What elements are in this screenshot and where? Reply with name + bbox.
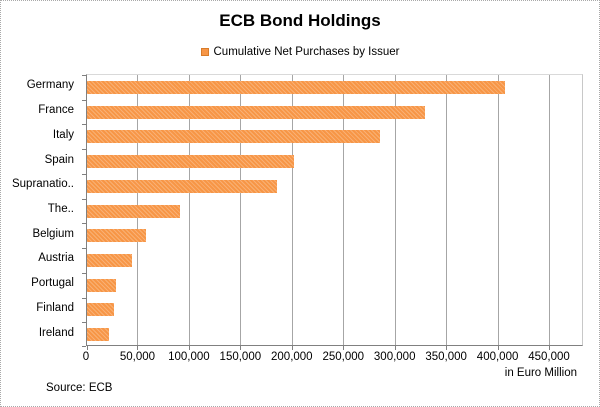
category-label: Spain — [44, 153, 74, 166]
y-axis-tick — [82, 198, 86, 200]
legend-label: Cumulative Net Purchases by Issuer — [213, 46, 400, 58]
gridline — [188, 75, 190, 345]
category-label: Portugal — [31, 277, 74, 290]
chart-title: ECB Bond Holdings — [219, 11, 381, 30]
x-axis-tick — [240, 346, 242, 350]
x-axis-tick — [87, 346, 88, 350]
x-tick-label: 150,000 — [219, 351, 262, 363]
category-label: Germany — [26, 79, 74, 92]
legend: Cumulative Net Purchases by Issuer — [1, 46, 599, 58]
x-tick-label: 400,000 — [476, 351, 519, 363]
bar — [87, 278, 117, 292]
bar — [87, 303, 114, 317]
bar — [87, 253, 133, 267]
y-axis-tick — [82, 99, 86, 101]
bar — [87, 155, 294, 169]
bar — [87, 229, 146, 243]
legend-swatch-icon — [200, 48, 209, 56]
y-axis-tick — [82, 124, 86, 126]
x-tick-label: 350,000 — [425, 351, 467, 363]
x-axis-tick — [549, 346, 551, 350]
x-tick-label: 250,000 — [322, 351, 365, 363]
y-axis-tick — [82, 75, 86, 76]
gridline — [497, 75, 499, 345]
bar — [87, 204, 180, 218]
y-axis-tick — [82, 297, 86, 299]
category-label: Supranatio.. — [11, 178, 74, 191]
x-axis-tick — [446, 346, 448, 350]
y-axis-tick — [82, 149, 86, 151]
x-axis-tick — [291, 346, 293, 350]
x-axis-tick — [137, 346, 139, 350]
y-axis-tick — [82, 248, 86, 250]
y-axis-tick — [82, 223, 86, 225]
axis-units-label: in Euro Million — [504, 367, 577, 379]
category-axis-labels: Germany France Italy Spain Supranatio.. The..… — [1, 74, 80, 346]
category-label: The.. — [47, 203, 74, 215]
x-tick-label: 50,000 — [119, 351, 156, 363]
gridline — [240, 75, 242, 345]
category-label: Austria — [38, 252, 74, 265]
x-tick-label: 450,000 — [528, 351, 570, 363]
x-tick-label: 300,000 — [373, 351, 416, 363]
bar — [87, 179, 278, 193]
x-axis-tick — [188, 346, 190, 350]
gridline — [343, 75, 345, 345]
category-label: Ireland — [38, 326, 74, 339]
gridline — [291, 75, 293, 345]
bar — [87, 130, 381, 144]
gridline — [446, 75, 448, 345]
value-axis-labels: 0 50,000 100,000 150,000 200,000 250,000 300,0… — [1, 351, 599, 365]
bar — [87, 328, 110, 342]
plot-area — [82, 74, 583, 350]
y-axis-tick — [82, 346, 86, 347]
y-axis-tick — [82, 173, 86, 175]
y-axis-tick — [82, 272, 86, 274]
x-axis-tick — [394, 346, 396, 350]
x-axis-tick — [343, 346, 345, 350]
x-tick-label: 0 — [82, 351, 90, 363]
gridline — [394, 75, 396, 345]
x-tick-label: 100,000 — [168, 351, 210, 363]
category-label: Belgium — [32, 227, 74, 240]
gridline — [549, 75, 551, 345]
bar — [87, 80, 505, 94]
category-label: Finland — [36, 301, 74, 314]
category-label: France — [38, 104, 74, 117]
y-axis-tick — [82, 322, 86, 324]
source-label: Source: ECB — [46, 382, 113, 394]
bar — [87, 105, 425, 119]
x-tick-label: 200,000 — [271, 351, 313, 363]
category-label: Italy — [52, 128, 74, 141]
x-axis-tick — [497, 346, 499, 350]
